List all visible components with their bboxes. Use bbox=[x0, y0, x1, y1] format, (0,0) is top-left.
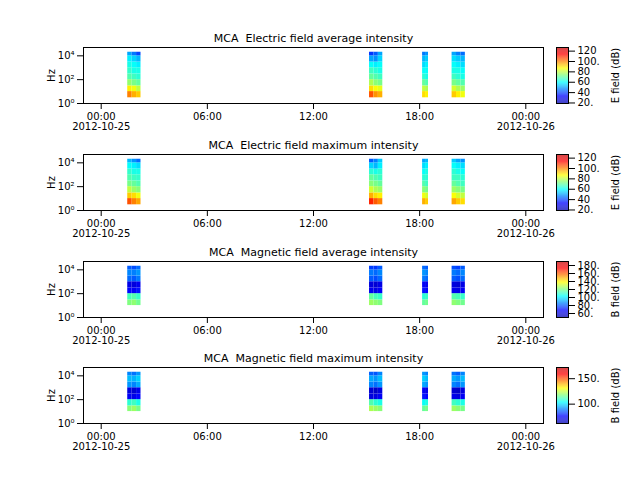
svg-text:10⁰: 10⁰ bbox=[58, 98, 75, 109]
svg-text:06:00: 06:00 bbox=[193, 431, 222, 442]
svg-text:MCA Magnetic field maximum in: MCA Magnetic field maximum intensity bbox=[204, 352, 424, 365]
svg-text:180.: 180. bbox=[578, 260, 600, 271]
svg-text:80.: 80. bbox=[577, 299, 594, 311]
svg-text:00:002012-10-25: 00:002012-10-25 bbox=[72, 431, 130, 452]
svg-text:60: 60 bbox=[578, 183, 591, 194]
svg-text:10⁰: 10⁰ bbox=[58, 205, 75, 216]
svg-text:18:00: 18:00 bbox=[405, 111, 434, 122]
svg-text:18:00: 18:00 bbox=[405, 431, 434, 442]
svg-text:100.: 100. bbox=[577, 291, 600, 303]
svg-text:12:00: 12:00 bbox=[299, 325, 328, 336]
svg-text:MCA Electric field average in: MCA Electric field average intensity bbox=[214, 32, 414, 45]
svg-text:18:00: 18:00 bbox=[405, 325, 434, 336]
svg-text:60: 60 bbox=[578, 76, 591, 87]
svg-text:100.: 100. bbox=[578, 163, 600, 174]
svg-text:E field (dB): E field (dB) bbox=[610, 155, 621, 210]
svg-text:MCA Electric field maximum in: MCA Electric field maximum intensity bbox=[209, 139, 419, 152]
svg-text:20.: 20. bbox=[578, 97, 594, 108]
svg-text:60.: 60. bbox=[577, 307, 594, 319]
svg-text:10²: 10² bbox=[58, 288, 75, 299]
svg-text:120: 120 bbox=[578, 45, 597, 56]
svg-text:00:002012-10-26: 00:002012-10-26 bbox=[497, 325, 555, 346]
svg-text:E field (dB): E field (dB) bbox=[610, 48, 621, 103]
svg-text:06:00: 06:00 bbox=[193, 218, 222, 229]
svg-text:00:002012-10-26: 00:002012-10-26 bbox=[497, 111, 555, 132]
svg-text:40: 40 bbox=[578, 194, 591, 205]
svg-text:Hz: Hz bbox=[46, 176, 57, 189]
svg-text:20.: 20. bbox=[578, 204, 594, 215]
svg-text:120: 120 bbox=[578, 152, 597, 163]
svg-text:12:00: 12:00 bbox=[299, 431, 328, 442]
svg-text:80: 80 bbox=[578, 173, 591, 184]
svg-text:10⁴: 10⁴ bbox=[58, 370, 75, 381]
svg-text:06:00: 06:00 bbox=[193, 325, 222, 336]
svg-text:Hz: Hz bbox=[46, 283, 57, 296]
svg-text:10⁰: 10⁰ bbox=[58, 418, 75, 429]
svg-text:150.: 150. bbox=[578, 373, 600, 384]
svg-text:00:002012-10-25: 00:002012-10-25 bbox=[72, 111, 130, 132]
svg-text:Hz: Hz bbox=[46, 389, 57, 402]
svg-text:10²: 10² bbox=[58, 181, 75, 192]
svg-text:80: 80 bbox=[578, 66, 591, 77]
svg-text:140.: 140. bbox=[577, 275, 600, 287]
svg-text:10⁴: 10⁴ bbox=[58, 157, 75, 168]
svg-text:10⁴: 10⁴ bbox=[58, 50, 75, 61]
svg-text:120.: 120. bbox=[577, 283, 600, 295]
svg-text:18:00: 18:00 bbox=[405, 218, 434, 229]
svg-text:10⁰: 10⁰ bbox=[58, 312, 75, 323]
svg-text:00:002012-10-26: 00:002012-10-26 bbox=[497, 431, 555, 452]
svg-text:100.: 100. bbox=[578, 56, 600, 67]
svg-text:12:00: 12:00 bbox=[299, 111, 328, 122]
svg-text:00:002012-10-25: 00:002012-10-25 bbox=[72, 325, 130, 346]
svg-text:40: 40 bbox=[578, 87, 591, 98]
svg-text:160.: 160. bbox=[577, 267, 600, 279]
svg-text:12:00: 12:00 bbox=[299, 218, 328, 229]
svg-text:00:002012-10-25: 00:002012-10-25 bbox=[72, 218, 130, 239]
svg-text:06:00: 06:00 bbox=[193, 111, 222, 122]
svg-text:100.: 100. bbox=[578, 398, 600, 409]
svg-text:B field (dB): B field (dB) bbox=[610, 262, 621, 318]
svg-text:B field (dB): B field (dB) bbox=[610, 368, 621, 424]
svg-text:Hz: Hz bbox=[46, 69, 57, 82]
svg-text:10⁴: 10⁴ bbox=[58, 264, 75, 275]
svg-text:00:002012-10-26: 00:002012-10-26 bbox=[497, 218, 555, 239]
svg-text:10²: 10² bbox=[58, 394, 75, 405]
svg-text:10²: 10² bbox=[58, 74, 75, 85]
svg-text:MCA Magnetic field average in: MCA Magnetic field average intensity bbox=[209, 246, 418, 259]
